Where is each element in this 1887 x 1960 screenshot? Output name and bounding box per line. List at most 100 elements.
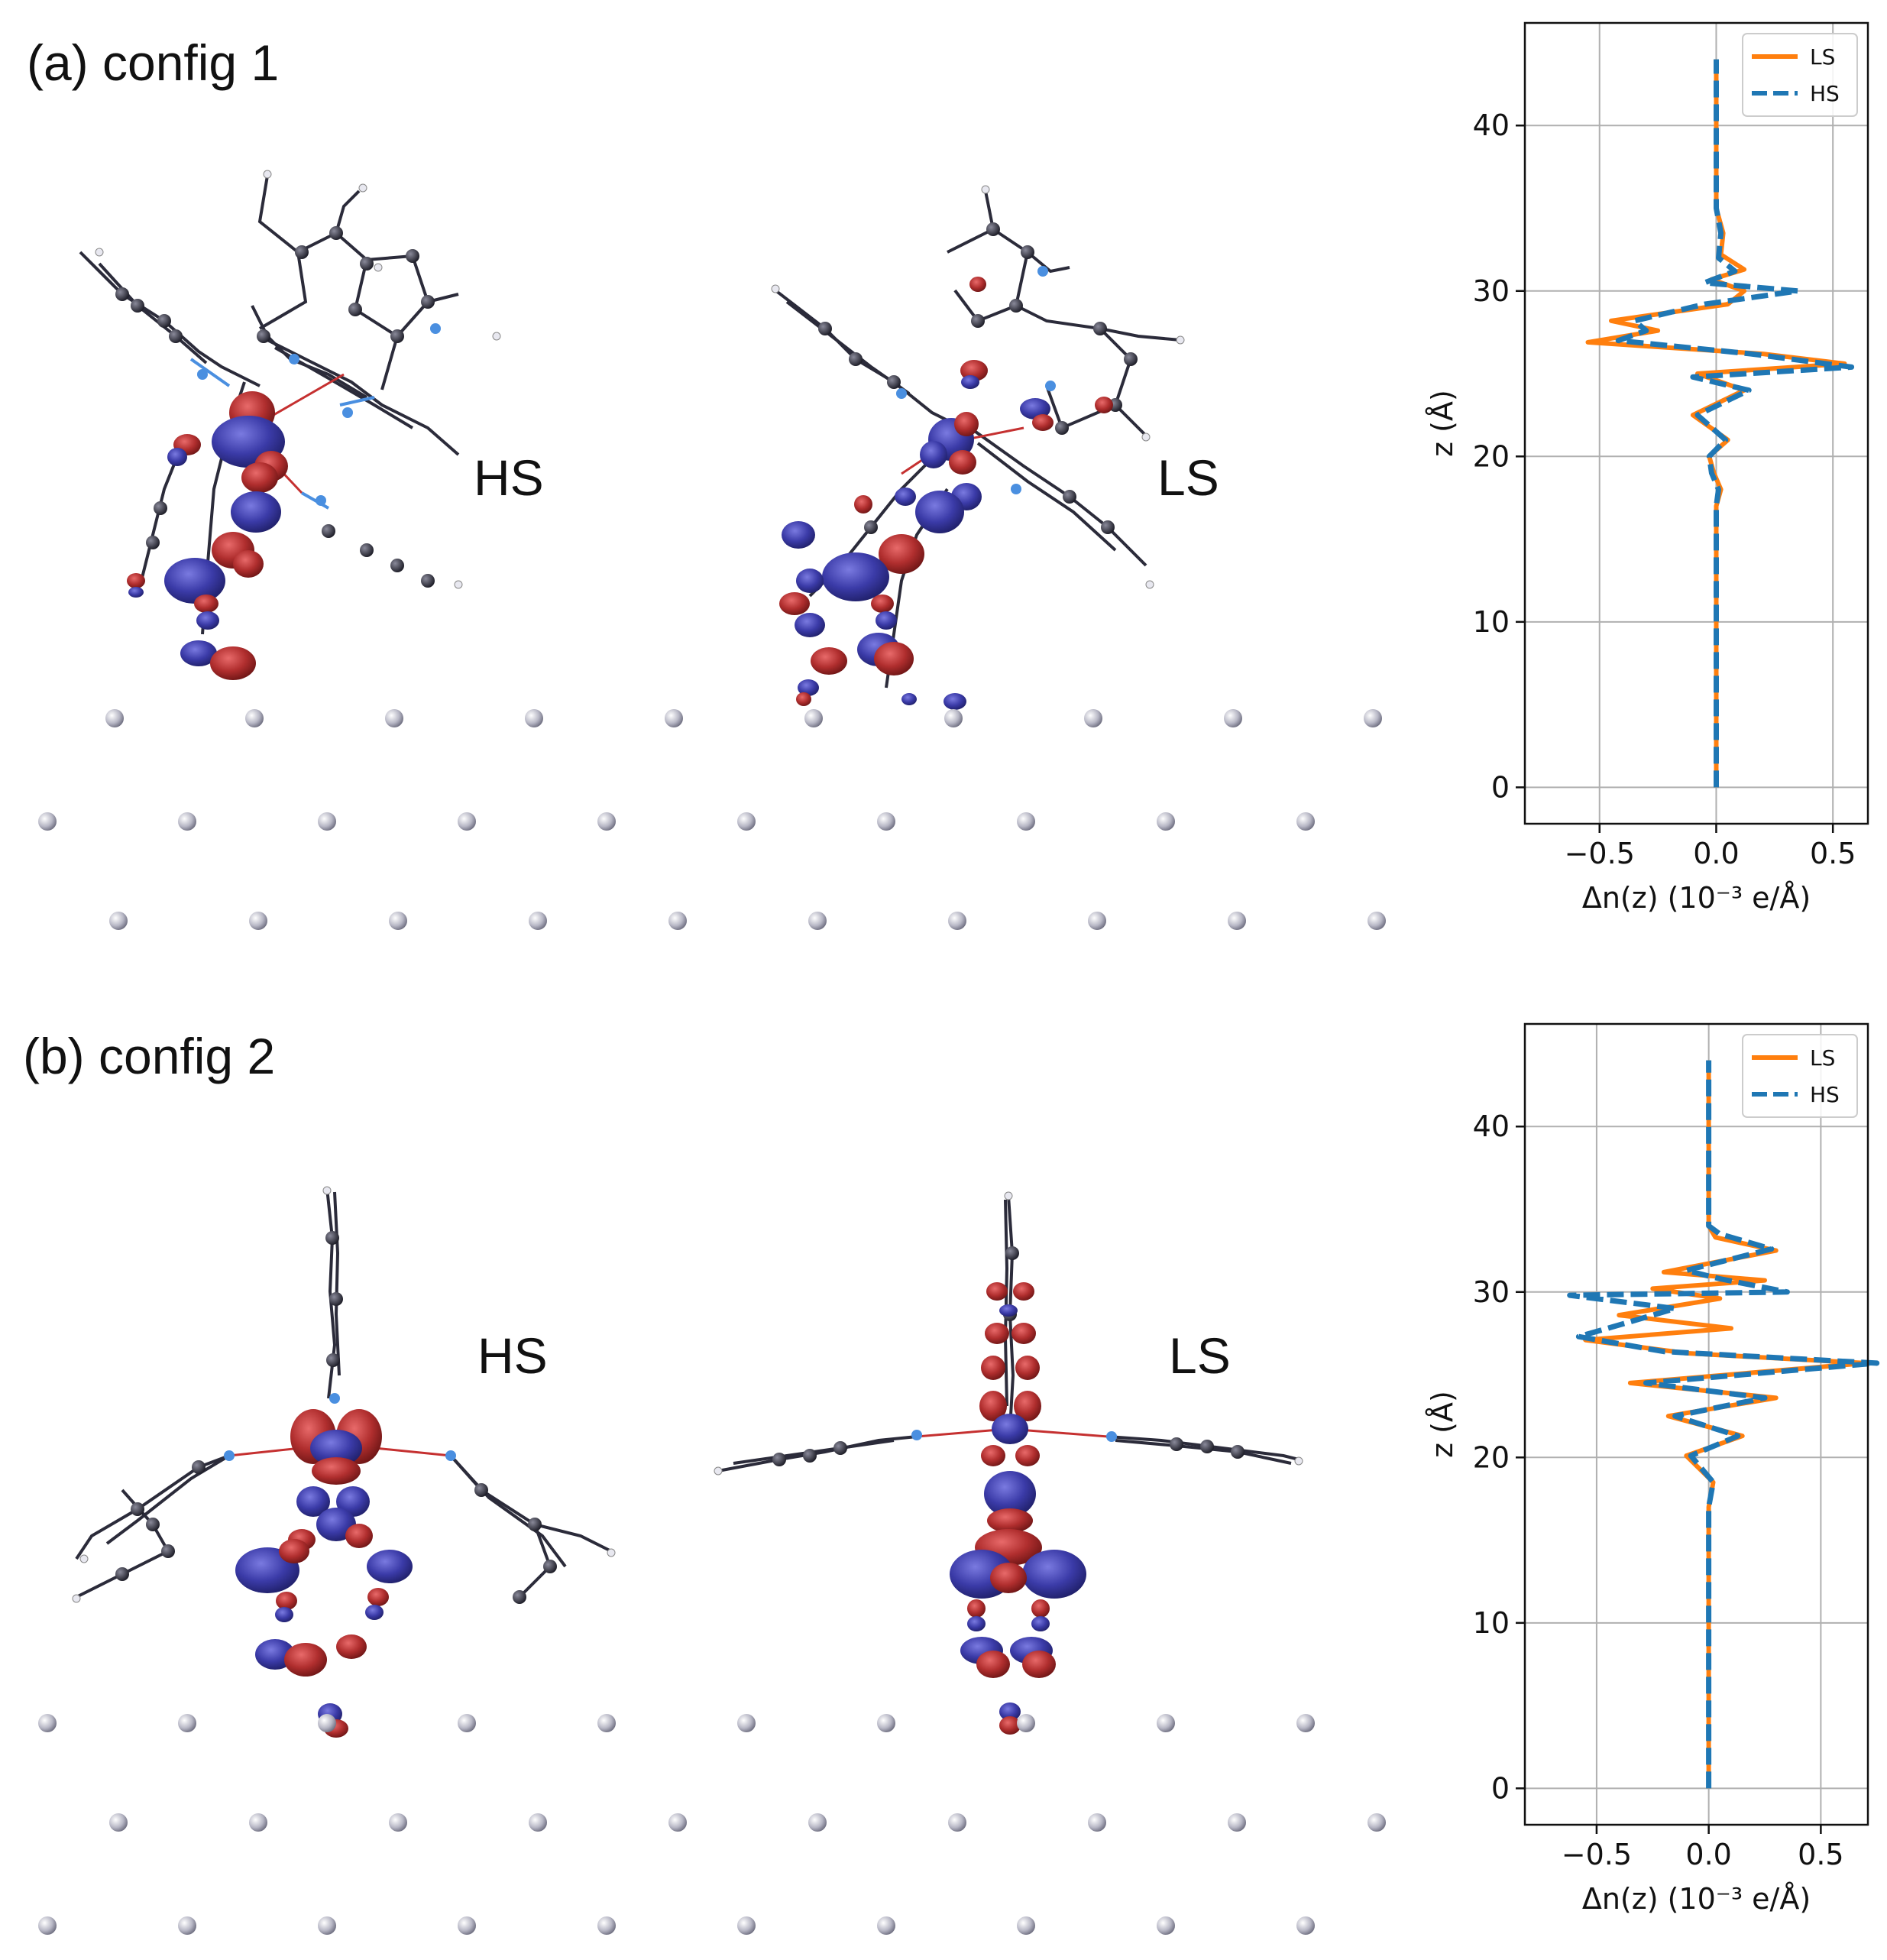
surface-atom [668,1813,687,1832]
x-tick-label: 0.5 [1810,837,1856,870]
y-tick-label: 0 [1491,770,1510,804]
surface-atom [665,709,683,727]
surface-atom [1296,1714,1315,1732]
surface-atom [737,1714,756,1732]
surface-atom [1088,1813,1106,1832]
x-tick-label: 0.0 [1693,837,1739,870]
surface-atom [877,1714,895,1732]
panel-b-label: (b) config 2 [23,1028,275,1084]
surface-atom [1017,812,1035,831]
panel-b-molecule-ls [714,1191,1303,1735]
legend-box [1742,1034,1858,1118]
panel-b-ls-label: LS [1169,1327,1231,1384]
surface-atom [1084,709,1102,727]
surface-atom [105,709,124,727]
panel-a-surface [38,709,1386,930]
surface-atom [249,1813,267,1832]
surface-atom [1157,1714,1175,1732]
x-tick-label: −0.5 [1565,837,1635,870]
surface-atom [245,709,264,727]
surface-atom [737,812,756,831]
surface-atom [458,1714,476,1732]
surface-atom [389,912,407,930]
legend-label-hs: HS [1810,81,1840,106]
surface-atom [318,1714,336,1732]
surface-atom [808,1813,827,1832]
x-tick-label: 0.0 [1685,1838,1731,1871]
y-tick-label: 10 [1473,605,1510,639]
legend-label-ls: LS [1810,44,1835,70]
surface-atom [385,709,403,727]
surface-atom [737,1916,756,1935]
y-tick-label: 30 [1473,1275,1510,1309]
surface-atom [597,812,616,831]
surface-atom [1224,709,1242,727]
surface-atom [525,709,543,727]
panel-a-molecule-hs [79,170,501,680]
y-axis-label: z (Å) [1426,390,1459,457]
y-axis-label: z (Å) [1426,1391,1459,1458]
surface-atom [948,912,966,930]
surface-atom [529,1813,547,1832]
surface-atom [458,1916,476,1935]
surface-atom [109,1813,128,1832]
surface-atom [458,812,476,831]
surface-atom [877,812,895,831]
surface-atom [1017,1714,1035,1732]
panel-a-label: (a) config 1 [27,34,279,91]
y-tick-label: 40 [1473,1110,1510,1143]
surface-atom [1157,1916,1175,1935]
surface-atom [529,912,547,930]
panel-a-molecule-ls [771,185,1185,710]
surface-atom [1368,1813,1386,1832]
panel-b-surface [38,1714,1386,1935]
y-tick-label: 30 [1473,274,1510,308]
surface-atom [1228,1813,1246,1832]
surface-atom [38,1714,57,1732]
series-line-hs [1615,59,1855,788]
plot-frame [1523,21,1869,825]
surface-atom [877,1916,895,1935]
surface-atom [178,1714,196,1732]
plot-frame [1523,1022,1869,1826]
surface-atom [249,912,267,930]
legend-box [1742,33,1858,117]
surface-atom [109,912,128,930]
series-line-hs [1567,1060,1880,1789]
surface-atom [389,1813,407,1832]
surface-atom [38,812,57,831]
x-tick-label: −0.5 [1562,1838,1632,1871]
surface-atom [178,812,196,831]
surface-atom [178,1916,196,1935]
x-axis-label: Δn(z) (10⁻³ e/Å) [1582,1882,1811,1916]
surface-atom [1368,912,1386,930]
surface-atom [1088,912,1106,930]
panel-b-hs-label: HS [477,1327,548,1384]
surface-atom [944,709,963,727]
x-axis-label: Δn(z) (10⁻³ e/Å) [1582,881,1811,915]
panel-a-hs-label: HS [474,449,544,506]
surface-atom [1364,709,1382,727]
surface-atom [1228,912,1246,930]
y-tick-label: 20 [1473,1440,1510,1474]
y-tick-label: 0 [1491,1771,1510,1805]
y-tick-label: 20 [1473,439,1510,473]
chart-panel-a: −0.5 0.0 0.5 0 10 20 30 40 Δn(z) (10⁻³ e/Å) z (Å)… [1426,21,1869,915]
surface-atom [1296,1916,1315,1935]
x-tick-label: 0.5 [1798,1838,1843,1871]
y-tick-label: 10 [1473,1606,1510,1640]
surface-atom [318,1916,336,1935]
surface-atom [38,1916,57,1935]
surface-atom [1017,1916,1035,1935]
legend-label-ls: LS [1810,1045,1835,1071]
legend-label-hs: HS [1810,1082,1840,1107]
panel-a-ls-label: LS [1157,449,1219,506]
surface-atom [1157,812,1175,831]
surface-atom [804,709,823,727]
surface-atom [597,1916,616,1935]
surface-atom [668,912,687,930]
chart-panel-b: −0.5 0.0 0.5 0 10 20 30 40 Δn(z) (10⁻³ e/Å) z (Å)… [1426,1022,1880,1916]
panel-b-molecule-hs [72,1186,616,1738]
y-tick-label: 40 [1473,109,1510,142]
